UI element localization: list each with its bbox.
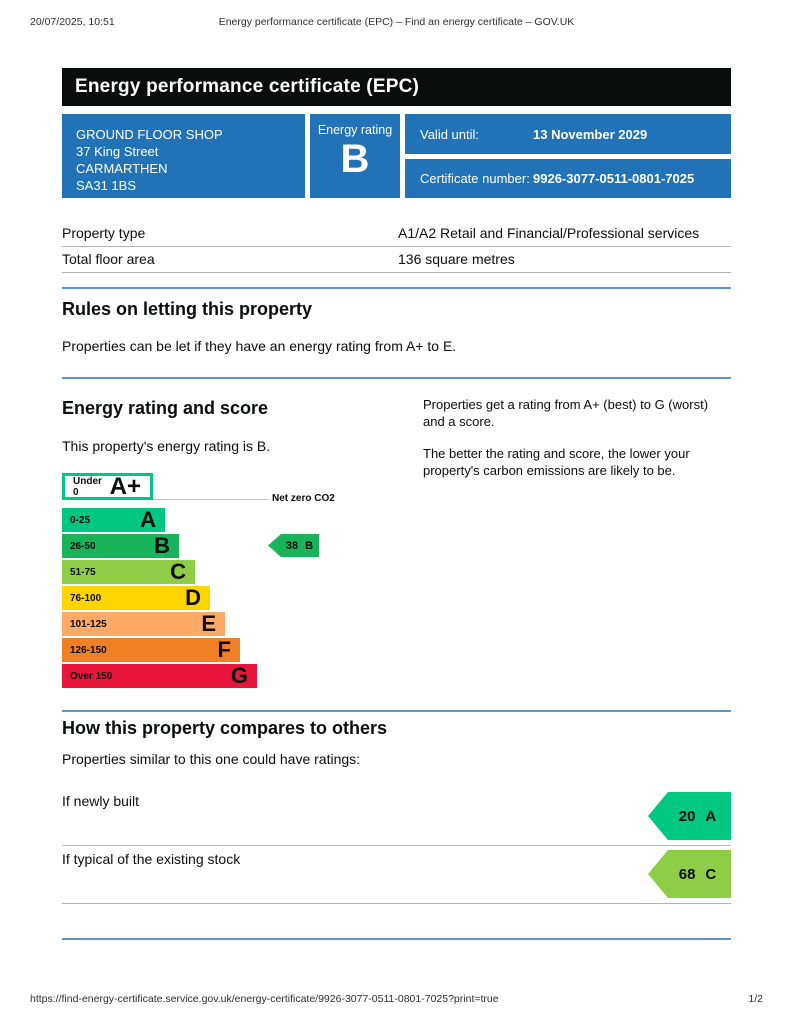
- band-range-label: 26-50: [70, 540, 96, 552]
- certificate-number-value: 9926-3077-0511-0801-7025: [533, 171, 695, 186]
- rating-note-1: Properties get a rating from A+ (best) t…: [423, 397, 709, 429]
- footer-url: https://find-energy-certificate.service.…: [30, 993, 499, 1005]
- address-line-1: GROUND FLOOR SHOP: [76, 127, 223, 142]
- rating-note-2: The better the rating and score, the low…: [423, 446, 690, 478]
- band-letter: A+: [109, 472, 141, 500]
- table-row: Property type A1/A2 Retail and Financial…: [62, 221, 731, 247]
- floor-area-key: Total floor area: [62, 251, 155, 267]
- band-letter: C: [170, 559, 186, 584]
- address-line-4: SA31 1BS: [76, 177, 136, 193]
- epc-rating-chart: Under 0 A+ 0-25 A 26-50 B 51-75 C 76-100 D 101-125…: [62, 473, 422, 695]
- row-divider: [62, 903, 731, 904]
- rating-intro: This property's energy rating is B.: [62, 438, 271, 454]
- band-range-label: Over 150: [70, 670, 113, 682]
- band-range-label: 126-150: [70, 644, 107, 656]
- existing-stock-score: 68: [678, 865, 696, 883]
- valid-until-label: Valid until:: [420, 126, 480, 142]
- section-divider: [62, 377, 731, 379]
- band-letter: E: [201, 611, 216, 636]
- epc-band-c: 51-75 C: [62, 560, 195, 584]
- newly-built-rating-arrow: 20 A: [648, 792, 731, 840]
- epc-band-g: Over 150 G: [62, 664, 257, 688]
- compare-heading: How this property compares to others: [62, 718, 388, 738]
- section-divider: [62, 938, 731, 940]
- band-range-label: 101-125: [70, 618, 107, 630]
- property-type-key: Property type: [62, 225, 146, 241]
- address-line-2: 37 King Street: [76, 143, 159, 159]
- valid-until-box: Valid until: 13 November 2029: [405, 114, 731, 154]
- current-score: 38: [285, 539, 299, 552]
- epc-band-f: 126-150 F: [62, 638, 240, 662]
- epc-scale-bands: Under 0 A+ 0-25 A 26-50 B 51-75 C 76-100 D 101-125…: [62, 473, 422, 688]
- section-divider: [62, 287, 731, 289]
- compare-intro: Properties similar to this one could hav…: [62, 751, 361, 767]
- epc-band-b: 26-50 B: [62, 534, 179, 558]
- energy-rating-label: Energy rating: [317, 123, 393, 137]
- current-band: B: [305, 539, 314, 552]
- table-row: Total floor area 136 square metres: [62, 247, 731, 273]
- band-range-label: Under 0: [73, 475, 102, 498]
- epc-band-a: 0-25 A: [62, 508, 165, 532]
- rating-score-heading: Energy rating and score: [62, 398, 269, 418]
- epc-band-d: 76-100 D: [62, 586, 210, 610]
- floor-area-value: 136 square metres: [398, 251, 515, 267]
- newly-built-band: A: [705, 807, 717, 825]
- address-line-3: CARMARTHEN: [76, 160, 168, 176]
- browser-page-title: Energy performance certificate (EPC) – F…: [218, 16, 575, 28]
- property-address: GROUND FLOOR SHOP 37 King Street CARMART…: [62, 114, 305, 198]
- band-range-label: 76-100: [70, 592, 102, 604]
- property-type-value: A1/A2 Retail and Financial/Professional …: [398, 225, 700, 241]
- band-range-label: 0-25: [70, 514, 91, 526]
- epc-band-e: 101-125 E: [62, 612, 225, 636]
- section-divider: [62, 710, 731, 712]
- print-date: 20/07/2025, 10:51: [30, 16, 115, 28]
- band-letter: G: [230, 663, 248, 688]
- energy-rating-box: Energy rating B: [310, 114, 400, 198]
- band-letter: F: [217, 637, 231, 662]
- net-zero-line: [153, 499, 268, 500]
- net-zero-label: Net zero CO2: [272, 493, 335, 504]
- row-divider: [62, 845, 731, 846]
- band-letter: A: [140, 507, 156, 532]
- certificate-number-label: Certificate number:: [420, 171, 530, 186]
- band-letter: D: [185, 585, 201, 610]
- epc-band-aplus: Under 0 A+: [62, 473, 153, 500]
- energy-rating-value: B: [340, 137, 370, 181]
- rules-body: Properties can be let if they have an en…: [62, 338, 457, 354]
- band-letter: B: [154, 533, 170, 558]
- rules-heading: Rules on letting this property: [62, 299, 313, 319]
- certificate-title: Energy performance certificate (EPC): [75, 76, 420, 97]
- property-details-table: Property type A1/A2 Retail and Financial…: [62, 221, 731, 273]
- existing-stock-rating-arrow: 68 C: [648, 850, 731, 898]
- certificate-number-box: Certificate number: 9926-3077-0511-0801-…: [405, 159, 731, 198]
- existing-stock-label: If typical of the existing stock: [62, 851, 241, 867]
- band-range-label: 51-75: [70, 566, 96, 578]
- valid-until-value: 13 November 2029: [533, 126, 648, 142]
- certificate-content: Energy performance certificate (EPC) GRO…: [62, 0, 731, 1024]
- newly-built-label: If newly built: [62, 793, 140, 809]
- existing-stock-band: C: [705, 865, 717, 883]
- certificate-banner: Energy performance certificate (EPC): [62, 68, 731, 106]
- current-rating-arrow: 38 B: [268, 534, 319, 557]
- footer-page-number: 1/2: [748, 993, 763, 1005]
- newly-built-score: 20: [678, 807, 696, 825]
